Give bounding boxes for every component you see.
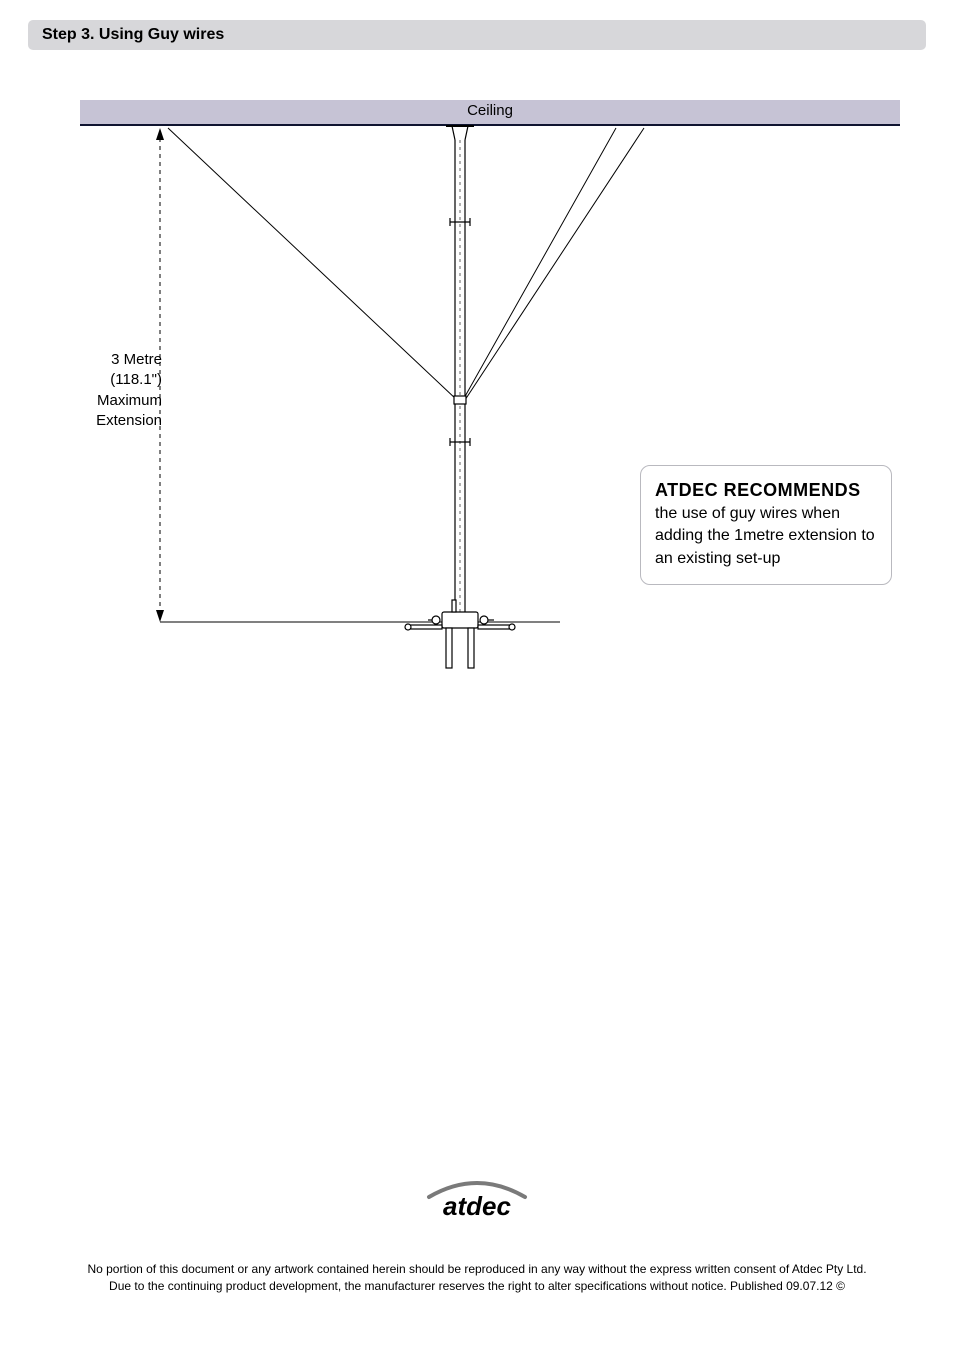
dim-line-3: Maximum bbox=[72, 391, 162, 411]
step-title: Step 3. Using Guy wires bbox=[42, 26, 224, 44]
diagram-svg bbox=[80, 100, 900, 680]
dim-line-2: (118.1") bbox=[72, 370, 162, 390]
dim-line-4: Extension bbox=[72, 411, 162, 431]
step-header: Step 3. Using Guy wires bbox=[28, 20, 926, 50]
footer: No portion of this document or any artwo… bbox=[0, 1261, 954, 1295]
dim-line-1: 3 Metre bbox=[72, 350, 162, 370]
callout-body: the use of guy wires when adding the 1me… bbox=[655, 503, 877, 570]
svg-text:atdec: atdec bbox=[443, 1191, 511, 1221]
recommendation-callout: ATDEC RECOMMENDS the use of guy wires wh… bbox=[640, 465, 892, 585]
diagram: Ceiling bbox=[80, 100, 900, 680]
footer-line-2: Due to the continuing product developmen… bbox=[0, 1278, 954, 1295]
callout-title: ATDEC RECOMMENDS bbox=[655, 480, 877, 501]
atdec-logo: atdec bbox=[417, 1175, 537, 1230]
footer-line-1: No portion of this document or any artwo… bbox=[0, 1261, 954, 1278]
dimension-label: 3 Metre (118.1") Maximum Extension bbox=[72, 350, 162, 431]
pole bbox=[446, 126, 474, 620]
guy-wires bbox=[168, 128, 644, 400]
